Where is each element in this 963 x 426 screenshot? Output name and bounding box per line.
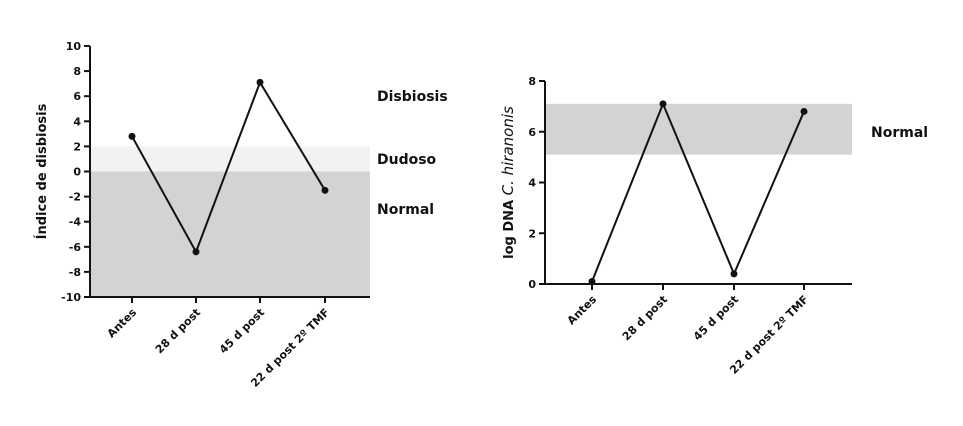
data-point xyxy=(659,100,667,108)
y-tick-label: 8 xyxy=(528,75,536,88)
data-point xyxy=(321,186,329,194)
reference-band xyxy=(90,146,370,172)
data-line xyxy=(131,80,326,255)
zone-label: Normal xyxy=(377,202,434,218)
y-tick-label: 4 xyxy=(73,115,81,128)
y-tick-label: 8 xyxy=(73,65,81,78)
data-point xyxy=(800,107,808,115)
y-tick-label: 6 xyxy=(73,90,81,103)
y-tick-label: 2 xyxy=(528,227,536,240)
y-axis-label: log DNA C. hiranonis xyxy=(499,106,517,259)
data-point xyxy=(256,78,264,86)
zone-label: Dudoso xyxy=(377,152,437,168)
data-point xyxy=(192,248,200,256)
data-point xyxy=(588,277,596,285)
y-tick-label: 0 xyxy=(73,166,81,179)
x-tick-label: Antes xyxy=(565,293,600,328)
y-tick-label: 10 xyxy=(66,40,82,53)
x-tick-label: 45 d post xyxy=(691,293,741,343)
x-tick-label: 28 d post xyxy=(620,293,670,343)
data-point xyxy=(128,132,136,140)
y-tick-label: -2 xyxy=(69,191,81,204)
x-tick-label: Antes xyxy=(105,306,140,341)
data-point xyxy=(730,270,738,278)
y-tick-label: -4 xyxy=(69,216,82,229)
zone-label: Normal xyxy=(871,125,928,141)
y-tick-label: 6 xyxy=(528,126,536,139)
x-tick-label: 22 d post 2º TMF xyxy=(727,293,811,377)
y-tick-label: -10 xyxy=(61,291,81,304)
y-tick-label: -6 xyxy=(69,241,82,254)
zone-label: Disbiosis xyxy=(377,89,448,105)
y-tick-label: 0 xyxy=(528,278,536,291)
x-tick-label: 28 d post xyxy=(153,306,203,356)
data-line xyxy=(591,101,805,282)
y-axis-label: Índice de disbiosis xyxy=(34,103,50,239)
y-axis-label-main: log DNA xyxy=(502,195,517,258)
y-tick-label: 4 xyxy=(528,177,536,190)
y-axis-label-species: C. hiranonis xyxy=(499,106,517,195)
chart-1: -10 -8 -6 -4 -2 0 2 4 6 8 10 Antes 28 d post 45 d pos… xyxy=(34,40,448,390)
x-tick-label: 45 d post xyxy=(217,306,267,356)
y-tick-label: 2 xyxy=(73,140,81,153)
y-tick-label: -8 xyxy=(69,266,81,279)
